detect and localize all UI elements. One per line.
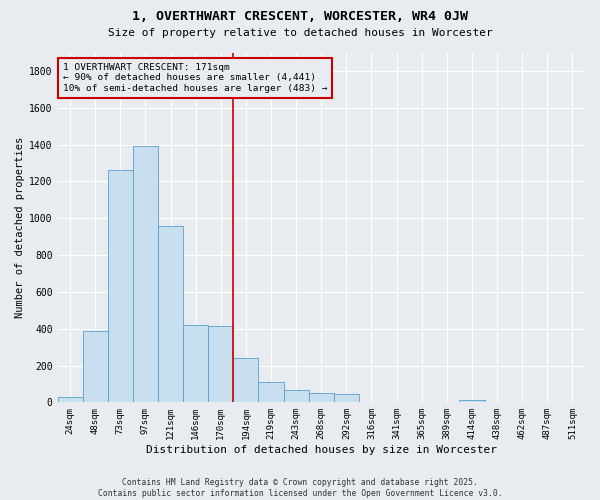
Bar <box>460 400 485 402</box>
Bar <box>334 394 359 402</box>
X-axis label: Distribution of detached houses by size in Worcester: Distribution of detached houses by size … <box>146 445 497 455</box>
Bar <box>133 146 158 402</box>
Text: 1 OVERTHWART CRESCENT: 171sqm
← 90% of detached houses are smaller (4,441)
10% o: 1 OVERTHWART CRESCENT: 171sqm ← 90% of d… <box>63 63 328 93</box>
Bar <box>183 325 208 402</box>
Text: 1, OVERTHWART CRESCENT, WORCESTER, WR4 0JW: 1, OVERTHWART CRESCENT, WORCESTER, WR4 0… <box>132 10 468 23</box>
Bar <box>259 382 284 402</box>
Bar <box>284 390 309 402</box>
Bar <box>58 397 83 402</box>
Bar <box>83 330 108 402</box>
Text: Contains HM Land Registry data © Crown copyright and database right 2025.
Contai: Contains HM Land Registry data © Crown c… <box>98 478 502 498</box>
Text: Size of property relative to detached houses in Worcester: Size of property relative to detached ho… <box>107 28 493 38</box>
Bar <box>208 326 233 402</box>
Bar <box>108 170 133 402</box>
Bar <box>309 393 334 402</box>
Y-axis label: Number of detached properties: Number of detached properties <box>15 137 25 318</box>
Bar <box>233 358 259 403</box>
Bar <box>158 226 183 402</box>
